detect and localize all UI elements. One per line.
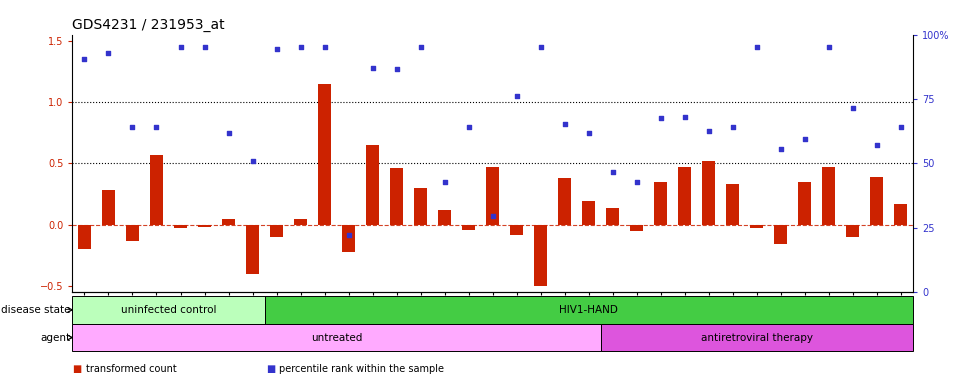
Point [797,136,812,142]
Point [581,130,596,136]
Point [269,46,284,52]
Point [749,44,764,50]
Bar [798,182,811,225]
Point [557,121,573,127]
Bar [582,202,595,225]
Bar [246,225,259,274]
Point [605,169,620,175]
Point [821,44,837,50]
Point [509,93,525,99]
Bar [414,188,427,225]
Point [461,124,476,130]
Text: percentile rank within the sample: percentile rank within the sample [279,364,444,374]
Point [76,56,92,62]
Bar [558,178,571,225]
Point [725,124,741,130]
Point [365,65,381,71]
Text: untreated: untreated [311,333,362,343]
Point [894,124,909,130]
Bar [510,225,524,235]
Text: ■: ■ [72,364,82,374]
Bar [72,296,265,324]
Bar [222,218,235,225]
Point [173,44,188,50]
Bar [126,225,139,241]
Bar [846,225,860,237]
Text: HIV1-HAND: HIV1-HAND [559,305,618,315]
Bar [342,225,355,252]
Bar [774,225,787,244]
Point [341,232,356,238]
Point [653,115,668,121]
Bar [601,324,913,351]
Point [533,44,549,50]
Bar [606,208,619,225]
Bar [366,145,380,225]
Bar [318,84,331,225]
Bar [895,204,907,225]
Point [485,213,500,219]
Bar [486,167,499,225]
Point [845,105,861,111]
Bar [726,184,739,225]
Point [293,44,308,50]
Point [437,179,452,185]
Point [701,128,717,134]
Bar [462,225,475,230]
Point [221,130,237,136]
Bar [150,155,163,225]
Point [197,44,213,50]
Bar [270,225,283,237]
Bar [534,225,548,286]
Bar [265,296,913,324]
Point [317,44,332,50]
Point [389,66,405,72]
Bar [702,161,716,225]
Bar [390,168,403,225]
Bar [438,210,451,225]
Point [869,142,885,148]
Bar [174,225,187,228]
Point [412,44,428,50]
Point [149,124,164,130]
Bar [101,190,115,225]
Bar [294,218,307,225]
Text: disease state: disease state [1,305,71,315]
Bar [78,225,91,249]
Bar [198,225,212,227]
Text: transformed count: transformed count [86,364,177,374]
Bar [630,225,643,231]
Point [629,179,644,185]
Bar [654,182,668,225]
Point [244,158,260,164]
Text: GDS4231 / 231953_at: GDS4231 / 231953_at [72,18,225,32]
Bar [751,225,763,228]
Point [677,114,693,120]
Bar [678,167,692,225]
Point [125,124,140,130]
Bar [870,177,884,225]
Text: ■: ■ [266,364,275,374]
Point [100,50,116,56]
Bar [822,167,836,225]
Text: antiretroviral therapy: antiretroviral therapy [700,333,812,343]
Point [773,146,788,152]
Text: uninfected control: uninfected control [121,305,216,315]
Bar [72,324,601,351]
Text: agent: agent [40,333,71,343]
